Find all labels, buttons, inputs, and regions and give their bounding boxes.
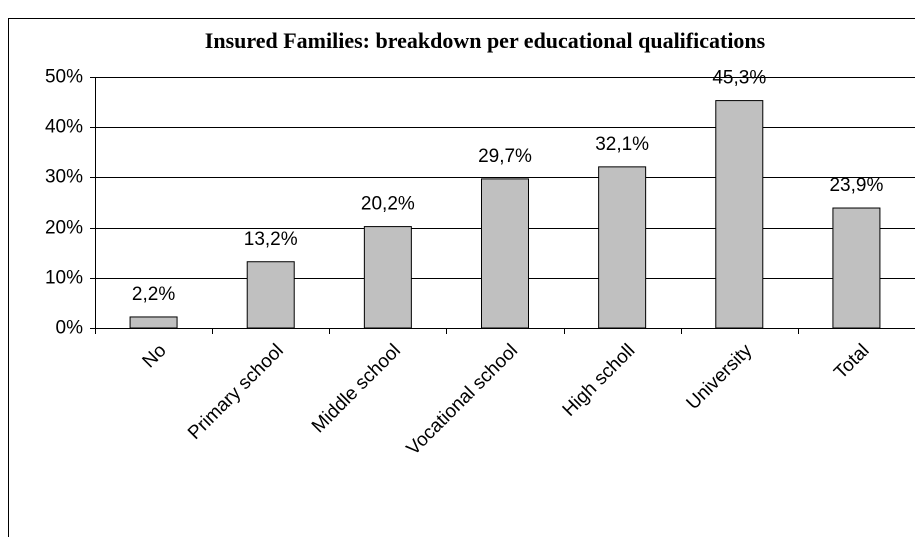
x-tick-label: No	[139, 340, 171, 372]
bar	[481, 178, 529, 329]
y-tick-label: 50%	[45, 67, 83, 88]
bar	[715, 100, 764, 329]
y-tick-label: 20%	[45, 218, 83, 239]
x-tick-label: High scholl	[559, 340, 640, 421]
bar	[363, 226, 412, 329]
x-tick-label: Middle school	[308, 340, 405, 437]
x-tick-label: Vocational school	[403, 340, 522, 459]
bar	[832, 207, 881, 329]
value-label: 20,2%	[361, 194, 415, 215]
value-label: 32,1%	[595, 134, 649, 155]
value-label: 23,9%	[829, 175, 883, 196]
x-tick-label: Total	[830, 340, 873, 383]
value-label: 13,2%	[244, 229, 298, 250]
chart-title: Insured Families: breakdown per educatio…	[205, 28, 766, 53]
y-tick-label: 10%	[45, 268, 83, 289]
y-tick-label: 0%	[56, 318, 84, 339]
value-label: 45,3%	[712, 68, 766, 89]
value-label: 2,2%	[132, 284, 175, 305]
bar	[246, 261, 295, 329]
y-tick-label: 30%	[45, 167, 83, 188]
y-tick-label: 40%	[45, 117, 83, 138]
bar	[598, 166, 647, 329]
x-tick-label: University	[683, 340, 757, 414]
value-label: 29,7%	[478, 146, 532, 167]
bar	[129, 316, 178, 329]
x-tick-label: Primary school	[184, 340, 288, 444]
